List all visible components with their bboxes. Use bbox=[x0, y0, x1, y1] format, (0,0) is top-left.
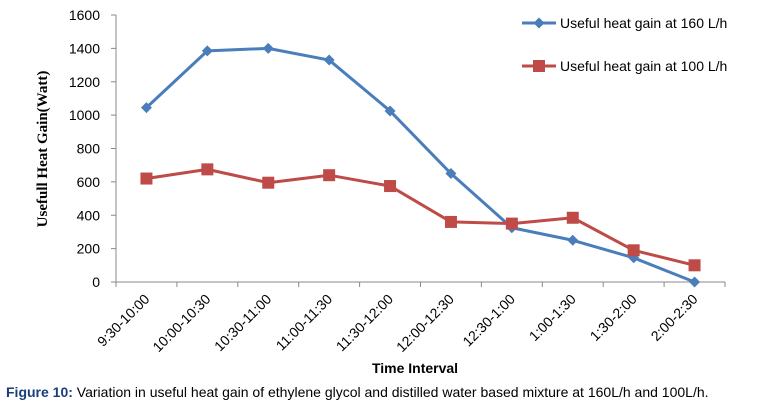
series-160 bbox=[140, 42, 701, 288]
data-point bbox=[140, 102, 152, 114]
data-point bbox=[445, 168, 457, 180]
data-point bbox=[262, 176, 275, 189]
legend: Useful heat gain at 160 L/h Useful heat g… bbox=[522, 15, 727, 74]
y-tick-label: 800 bbox=[77, 141, 101, 157]
legend-item: Useful heat gain at 100 L/h bbox=[522, 58, 727, 74]
series-line bbox=[145, 46, 696, 284]
y-tick-label: 1000 bbox=[69, 107, 100, 123]
series-100 bbox=[140, 163, 701, 272]
data-point bbox=[323, 169, 336, 182]
x-tick-label: 11:30-12:00 bbox=[333, 291, 397, 355]
data-point bbox=[323, 54, 335, 66]
y-tick-label: 200 bbox=[77, 241, 101, 257]
y-axis-label: Usefull Heat Gain(Watt) bbox=[35, 71, 51, 228]
x-tick-label: 10:00-10:30 bbox=[149, 291, 213, 355]
data-point bbox=[688, 259, 701, 272]
x-tick-label: 1:00-1:30 bbox=[526, 291, 579, 344]
legend-marker bbox=[533, 17, 545, 29]
caption-text: Variation in useful heat gain of ethylen… bbox=[72, 384, 709, 400]
figure-caption: Figure 10: Variation in useful heat gain… bbox=[6, 384, 776, 400]
data-point bbox=[140, 172, 153, 185]
data-point bbox=[566, 211, 579, 224]
y-tick-labels: 0 200 400 600 800 1000 1200 1400 1600 bbox=[69, 7, 100, 290]
y-tick-label: 1200 bbox=[69, 74, 100, 90]
data-point bbox=[384, 105, 396, 117]
x-tick-label: 1:30-2:00 bbox=[587, 291, 640, 344]
axes bbox=[111, 14, 726, 287]
x-tick-label: 9:30-10:00 bbox=[94, 291, 153, 350]
x-axis-label: Time Interval bbox=[372, 360, 458, 376]
x-tick-label: 12:00-12:30 bbox=[393, 291, 457, 355]
line-chart: 0 200 400 600 800 1000 1200 1400 1600 9:30-10:00… bbox=[35, 7, 727, 376]
legend-item: Useful heat gain at 160 L/h bbox=[522, 15, 727, 31]
legend-marker bbox=[533, 60, 545, 72]
data-point bbox=[505, 217, 518, 230]
y-tick-label: 400 bbox=[77, 207, 101, 223]
data-point bbox=[201, 163, 214, 176]
data-point bbox=[567, 234, 579, 246]
data-point bbox=[627, 244, 640, 257]
y-tick-label: 1400 bbox=[69, 40, 100, 56]
legend-label: Useful heat gain at 100 L/h bbox=[560, 58, 727, 74]
caption-label: Figure 10: bbox=[6, 384, 73, 400]
y-tick-label: 1600 bbox=[69, 7, 100, 23]
y-tick-label: 600 bbox=[77, 174, 101, 190]
x-tick-label: 2:00-2:30 bbox=[648, 291, 701, 344]
legend-label: Useful heat gain at 160 L/h bbox=[560, 15, 727, 31]
series-layer bbox=[140, 42, 701, 288]
y-tick-label: 0 bbox=[92, 274, 100, 290]
x-tick-label: 11:00-11:30 bbox=[273, 291, 336, 354]
series-line bbox=[146, 167, 695, 267]
data-point bbox=[384, 180, 397, 193]
x-tick-label: 12:30-1:00 bbox=[459, 291, 518, 350]
data-point bbox=[262, 42, 274, 54]
data-point bbox=[201, 45, 213, 57]
data-point bbox=[444, 215, 457, 228]
x-tick-labels: 9:30-10:0010:00-10:3010:30-11:0011:00-11… bbox=[94, 291, 701, 355]
x-tick-label: 10:30-11:00 bbox=[211, 291, 275, 355]
data-point bbox=[689, 276, 701, 288]
